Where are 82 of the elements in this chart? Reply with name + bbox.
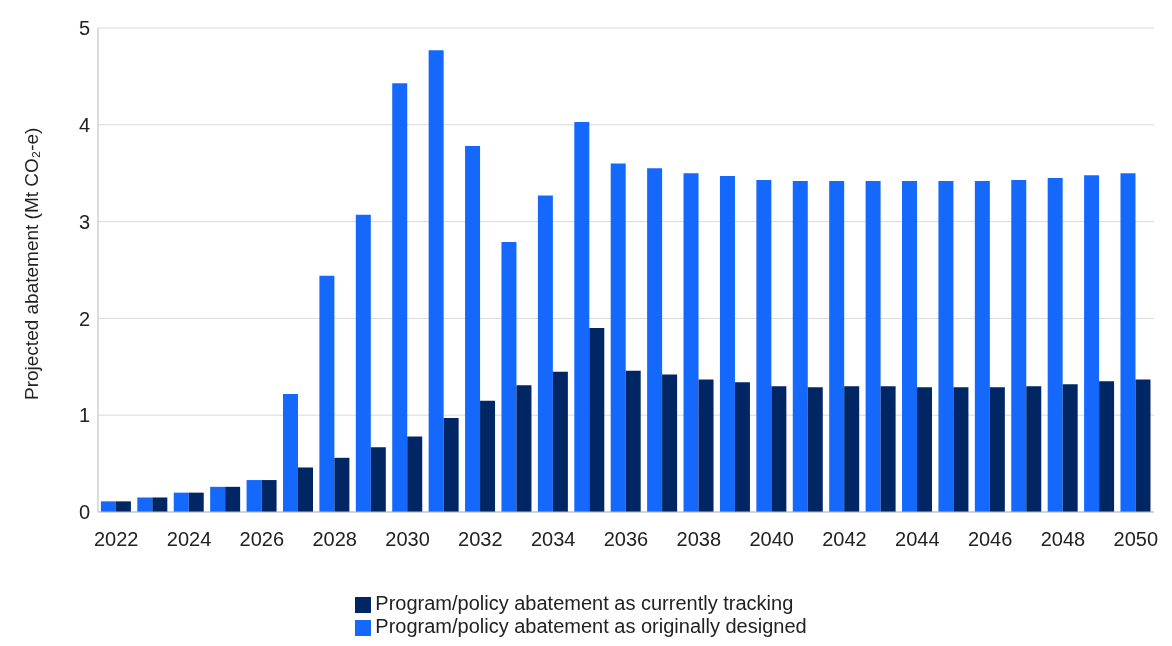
x-tick-label: 2046 xyxy=(967,528,1013,551)
x-tick-label: 2042 xyxy=(822,528,867,551)
bar xyxy=(719,176,735,512)
y-tick-label: 2 xyxy=(78,307,90,330)
bar xyxy=(662,374,678,512)
x-tick-label: 2028 xyxy=(312,528,357,551)
bar xyxy=(807,387,823,512)
y-tick-label: 4 xyxy=(78,113,90,136)
x-tick-label: 2036 xyxy=(603,528,649,551)
bar xyxy=(261,480,277,512)
bar xyxy=(880,386,896,512)
bar xyxy=(370,447,386,512)
y-axis-title: Projected abatement (Mt CO₂-e) xyxy=(20,127,42,400)
bar xyxy=(465,146,481,512)
bar xyxy=(829,180,845,512)
bar xyxy=(225,486,241,512)
y-tick-label: 0 xyxy=(78,501,90,524)
bar xyxy=(1026,386,1042,512)
bar xyxy=(917,387,933,512)
bar xyxy=(610,163,626,512)
bar xyxy=(989,387,1005,512)
x-tick-label: 2034 xyxy=(530,528,576,551)
bar xyxy=(1135,379,1151,512)
x-tick-label: 2024 xyxy=(166,528,212,551)
bar xyxy=(625,370,641,512)
bar xyxy=(698,379,714,512)
bar xyxy=(902,180,918,512)
bar xyxy=(516,385,532,512)
bar xyxy=(173,492,189,512)
x-tick-label: 2030 xyxy=(385,528,430,551)
x-tick-label: 2022 xyxy=(93,528,139,551)
bar xyxy=(1047,178,1063,512)
bar xyxy=(188,492,204,512)
x-tick-label: 2050 xyxy=(1113,528,1159,551)
bar xyxy=(319,275,335,512)
x-tick-label: 2048 xyxy=(1040,528,1086,551)
bar xyxy=(938,180,954,512)
bar xyxy=(1062,384,1078,512)
bar xyxy=(100,501,116,512)
bar xyxy=(574,121,590,512)
bar xyxy=(297,467,313,512)
bar xyxy=(974,180,990,512)
bar xyxy=(589,328,605,512)
legend-label: Program/policy abatement as currently tracking xyxy=(375,592,794,614)
legend-label: Program/policy abatement as originally designed xyxy=(375,615,807,637)
bar xyxy=(844,386,860,512)
x-tick-label: 2038 xyxy=(676,528,722,551)
bar xyxy=(1099,381,1115,512)
x-tick-label: 2032 xyxy=(458,528,503,551)
bar xyxy=(480,400,496,512)
bar xyxy=(355,214,371,512)
bar xyxy=(552,371,568,512)
bar xyxy=(1084,175,1100,512)
bar xyxy=(865,180,881,512)
y-tick-label: 5 xyxy=(78,17,90,40)
bar xyxy=(334,457,350,512)
bar xyxy=(953,387,969,512)
bar xyxy=(792,180,808,512)
bar xyxy=(282,393,298,512)
bar xyxy=(443,418,459,512)
bar xyxy=(734,382,750,512)
bar xyxy=(246,480,262,512)
bar xyxy=(771,386,787,512)
bar xyxy=(137,497,153,512)
bar xyxy=(407,436,423,512)
bar xyxy=(1120,173,1136,512)
x-tick-label: 2040 xyxy=(749,528,794,551)
y-tick-label: 3 xyxy=(78,210,90,233)
bar xyxy=(115,501,131,512)
bar xyxy=(428,50,444,512)
bar xyxy=(647,168,663,512)
bar xyxy=(683,173,699,512)
bar xyxy=(152,497,168,512)
x-tick-label: 2044 xyxy=(895,528,940,551)
bar xyxy=(501,241,517,512)
bar xyxy=(1011,179,1027,512)
x-tick-label: 2026 xyxy=(239,528,285,551)
bar xyxy=(756,179,772,512)
y-tick-label: 1 xyxy=(78,404,90,427)
bar xyxy=(537,195,553,512)
bar xyxy=(392,83,408,512)
bar xyxy=(210,486,226,512)
